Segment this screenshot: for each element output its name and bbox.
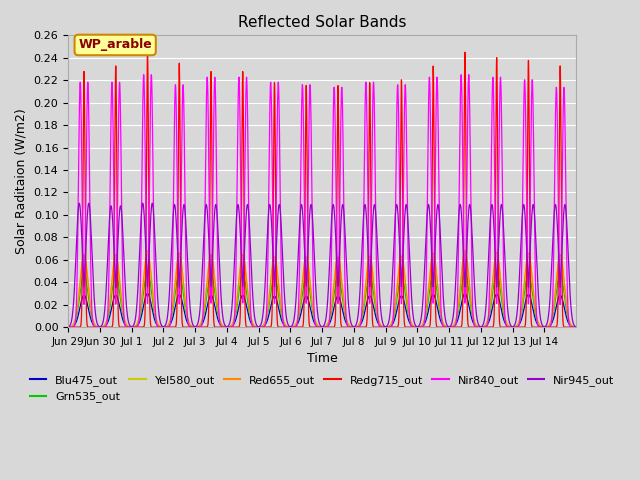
Yel580_out <box>170 297 177 303</box>
Red655_out <box>499 302 507 308</box>
Nir945_out <box>170 207 177 213</box>
Nir945_out <box>368 237 376 242</box>
Nir945_out <box>499 218 507 224</box>
Redg715_out <box>486 324 494 330</box>
Redg715_out <box>499 324 507 330</box>
Line: Redg715_out: Redg715_out <box>68 52 576 327</box>
Title: Reflected Solar Bands: Reflected Solar Bands <box>238 15 406 30</box>
Redg715_out <box>461 54 469 60</box>
Nir840_out <box>461 298 469 304</box>
X-axis label: Time: Time <box>307 352 337 365</box>
Redg715_out <box>572 324 580 330</box>
Nir945_out <box>461 281 469 287</box>
Nir945_out <box>572 324 580 330</box>
Text: WP_arable: WP_arable <box>78 38 152 51</box>
Grn535_out <box>572 324 580 330</box>
Yel580_out <box>144 252 152 257</box>
Grn535_out <box>499 308 507 314</box>
Line: Nir945_out: Nir945_out <box>68 203 576 327</box>
Blu475_out <box>368 297 376 303</box>
Red655_out <box>341 305 349 311</box>
Y-axis label: Solar Raditaion (W/m2): Solar Raditaion (W/m2) <box>15 108 28 254</box>
Grn535_out <box>486 309 494 315</box>
Red655_out <box>368 263 376 268</box>
Blu475_out <box>144 290 152 296</box>
Nir945_out <box>64 324 72 330</box>
Legend: Blu475_out, Grn535_out, Yel580_out, Red655_out, Redg715_out, Nir840_out, Nir945_: Blu475_out, Grn535_out, Yel580_out, Red6… <box>25 371 619 407</box>
Red655_out <box>486 304 494 310</box>
Red655_out <box>64 324 72 330</box>
Grn535_out <box>461 268 469 274</box>
Blu475_out <box>572 324 580 330</box>
Blu475_out <box>170 312 177 317</box>
Blu475_out <box>499 315 507 321</box>
Blu475_out <box>64 324 72 330</box>
Nir840_out <box>486 257 494 263</box>
Line: Red655_out: Red655_out <box>68 251 576 327</box>
Grn535_out <box>144 268 152 274</box>
Nir945_out <box>341 222 349 228</box>
Yel580_out <box>499 303 507 309</box>
Yel580_out <box>64 324 72 330</box>
Nir840_out <box>499 247 507 253</box>
Red655_out <box>572 324 580 330</box>
Line: Blu475_out: Blu475_out <box>68 293 576 327</box>
Blu475_out <box>461 290 469 296</box>
Blu475_out <box>486 315 494 321</box>
Nir840_out <box>340 255 348 261</box>
Line: Nir840_out: Nir840_out <box>68 75 576 327</box>
Nir840_out <box>572 324 580 330</box>
Grn535_out <box>341 310 349 316</box>
Red655_out <box>144 248 152 254</box>
Grn535_out <box>368 279 376 285</box>
Nir945_out <box>486 221 494 227</box>
Line: Grn535_out: Grn535_out <box>68 271 576 327</box>
Nir840_out <box>170 199 177 205</box>
Grn535_out <box>64 324 72 330</box>
Yel580_out <box>368 265 376 271</box>
Yel580_out <box>341 306 349 312</box>
Yel580_out <box>572 324 580 330</box>
Red655_out <box>461 248 469 254</box>
Nir840_out <box>64 324 72 330</box>
Yel580_out <box>486 305 494 311</box>
Redg715_out <box>64 324 72 330</box>
Grn535_out <box>170 303 177 309</box>
Blu475_out <box>341 316 349 322</box>
Yel580_out <box>461 252 469 257</box>
Redg715_out <box>144 49 152 55</box>
Nir840_out <box>465 72 472 78</box>
Red655_out <box>170 296 177 301</box>
Redg715_out <box>368 299 376 304</box>
Redg715_out <box>341 324 349 330</box>
Nir840_out <box>368 177 376 182</box>
Redg715_out <box>170 324 177 330</box>
Line: Yel580_out: Yel580_out <box>68 254 576 327</box>
Nir945_out <box>148 200 156 206</box>
